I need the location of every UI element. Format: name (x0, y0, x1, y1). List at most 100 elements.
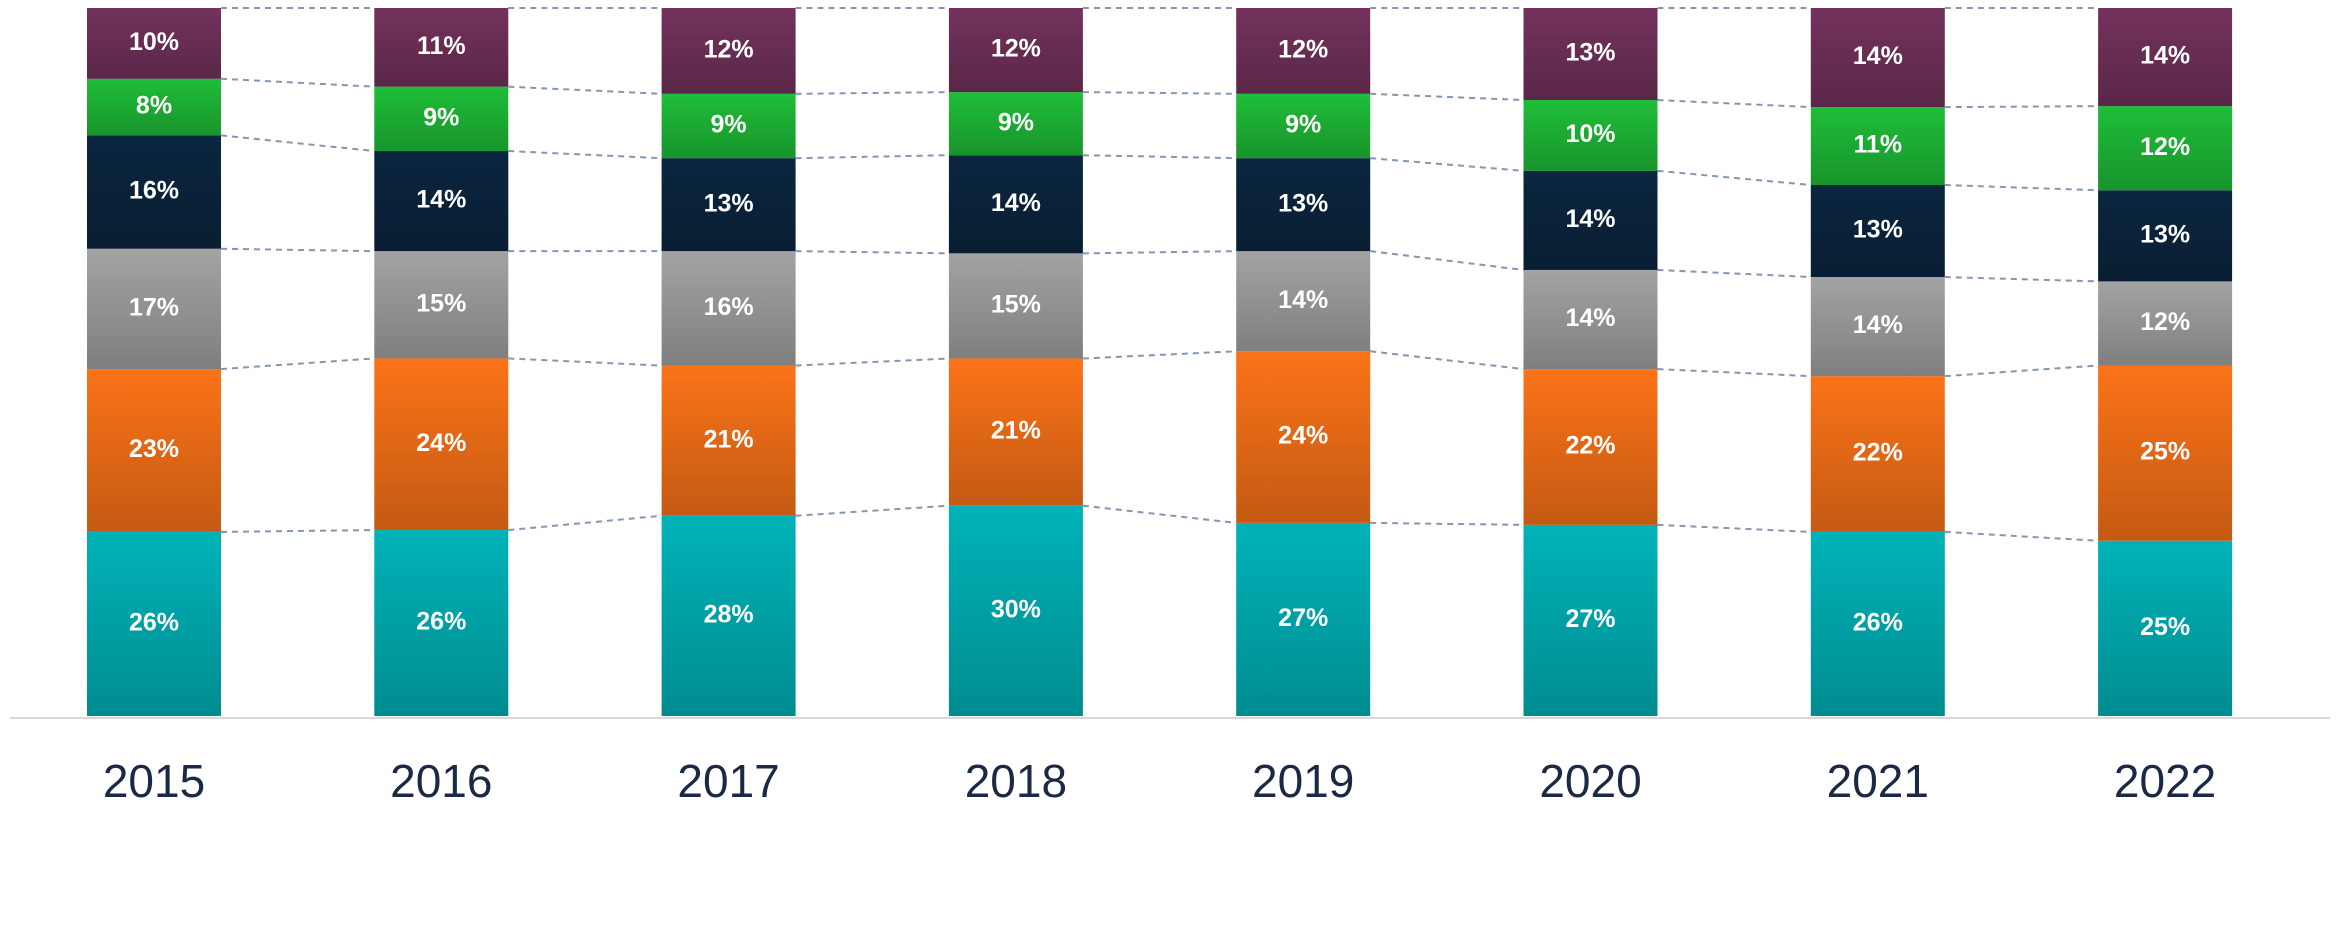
connector (1370, 157, 1524, 172)
bar-segment (1236, 522, 1371, 716)
connector (795, 154, 949, 160)
value-label: 9% (998, 108, 1034, 136)
connector (508, 85, 662, 95)
value-label: 27% (1565, 605, 1615, 633)
bar-segment (661, 158, 796, 252)
bar-segment (374, 86, 509, 152)
value-label: 8% (136, 92, 172, 120)
value-label: 25% (2140, 613, 2190, 641)
bar-segment (948, 505, 1083, 716)
connector (1370, 521, 1524, 526)
x-tick-label: 2019 (1252, 755, 1354, 807)
connector (220, 77, 375, 88)
bar-segment (2098, 8, 2233, 107)
bar-segment (2098, 106, 2233, 191)
value-label: 27% (1278, 604, 1328, 632)
value-label: 13% (1565, 39, 1615, 67)
bar-segment (2098, 190, 2233, 282)
connector (220, 529, 375, 533)
bar-segment (1236, 351, 1371, 523)
value-label: 24% (416, 429, 466, 457)
bar-segment (1810, 277, 1945, 377)
value-label: 17% (129, 294, 179, 322)
value-label: 23% (129, 435, 179, 463)
value-label: 14% (1853, 311, 1903, 339)
value-label: 15% (991, 291, 1041, 319)
value-label: 14% (991, 189, 1041, 217)
bar-segment (661, 93, 796, 159)
bar-segment (87, 531, 221, 716)
bar-segment (1523, 100, 1658, 171)
value-label: 24% (1278, 422, 1328, 450)
connector (1082, 350, 1237, 360)
bar-segment (1236, 8, 1371, 94)
bar-segment (87, 369, 221, 532)
bar-segment (661, 251, 796, 366)
value-label: 12% (1278, 36, 1328, 64)
value-label: 14% (2140, 42, 2190, 70)
value-label: 9% (1285, 111, 1321, 139)
connector (1082, 250, 1237, 255)
bar-segment (2098, 281, 2233, 366)
bar-segment (948, 358, 1083, 506)
bar-segment (374, 530, 509, 716)
bar-segment (1523, 524, 1658, 716)
connector (1370, 350, 1524, 371)
x-tick-label: 2022 (2114, 755, 2216, 807)
bar-segment (1523, 369, 1658, 525)
bar-segment (948, 155, 1083, 254)
connector (508, 514, 662, 532)
bar-segment (2098, 540, 2233, 716)
connector (795, 357, 949, 367)
connector (1944, 276, 2099, 283)
connector (1082, 504, 1237, 524)
value-label: 16% (704, 293, 754, 321)
value-label: 11% (417, 32, 466, 60)
value-label: 26% (1853, 609, 1903, 637)
bar-segment (948, 92, 1083, 156)
bar-segment (87, 248, 221, 370)
value-label: 10% (129, 28, 179, 56)
x-tick-label: 2016 (390, 755, 492, 807)
value-label: 12% (991, 35, 1041, 63)
connector (1944, 530, 2099, 542)
connector (1657, 99, 1811, 109)
value-label: 13% (1278, 189, 1328, 217)
value-label: 11% (1853, 131, 1902, 159)
bar-segment (87, 8, 221, 79)
connector (1944, 105, 2099, 109)
x-tick-label: 2018 (965, 755, 1067, 807)
bar-segment (1523, 170, 1658, 270)
value-label: 12% (2140, 308, 2190, 336)
value-label: 12% (704, 36, 754, 64)
bar-segment (1810, 107, 1945, 185)
bar-segment (661, 515, 796, 716)
bar-segment (948, 253, 1083, 359)
connector (1657, 523, 1811, 533)
x-tick-label: 2021 (1827, 755, 1929, 807)
bar-segment (1236, 93, 1371, 159)
value-label: 12% (2140, 133, 2190, 161)
value-label: 9% (711, 111, 747, 139)
connector (508, 150, 662, 160)
connector (1657, 368, 1811, 378)
value-label: 13% (2140, 220, 2190, 248)
value-label: 14% (416, 186, 466, 214)
bar-segment (374, 358, 509, 531)
value-label: 9% (423, 103, 459, 131)
bar-segment (374, 151, 509, 252)
bar-segment (1810, 185, 1945, 278)
bar-segment (1810, 8, 1945, 108)
bar-segment (374, 251, 509, 359)
value-label: 21% (991, 417, 1041, 445)
value-label: 14% (1565, 304, 1615, 332)
connector (1657, 169, 1811, 186)
bar-segment (1523, 269, 1658, 370)
x-tick-label: 2015 (103, 755, 205, 807)
value-label: 15% (416, 289, 466, 317)
bar-segment (661, 8, 796, 94)
connector (1944, 184, 2099, 192)
connector (220, 357, 375, 371)
connector (220, 134, 375, 153)
